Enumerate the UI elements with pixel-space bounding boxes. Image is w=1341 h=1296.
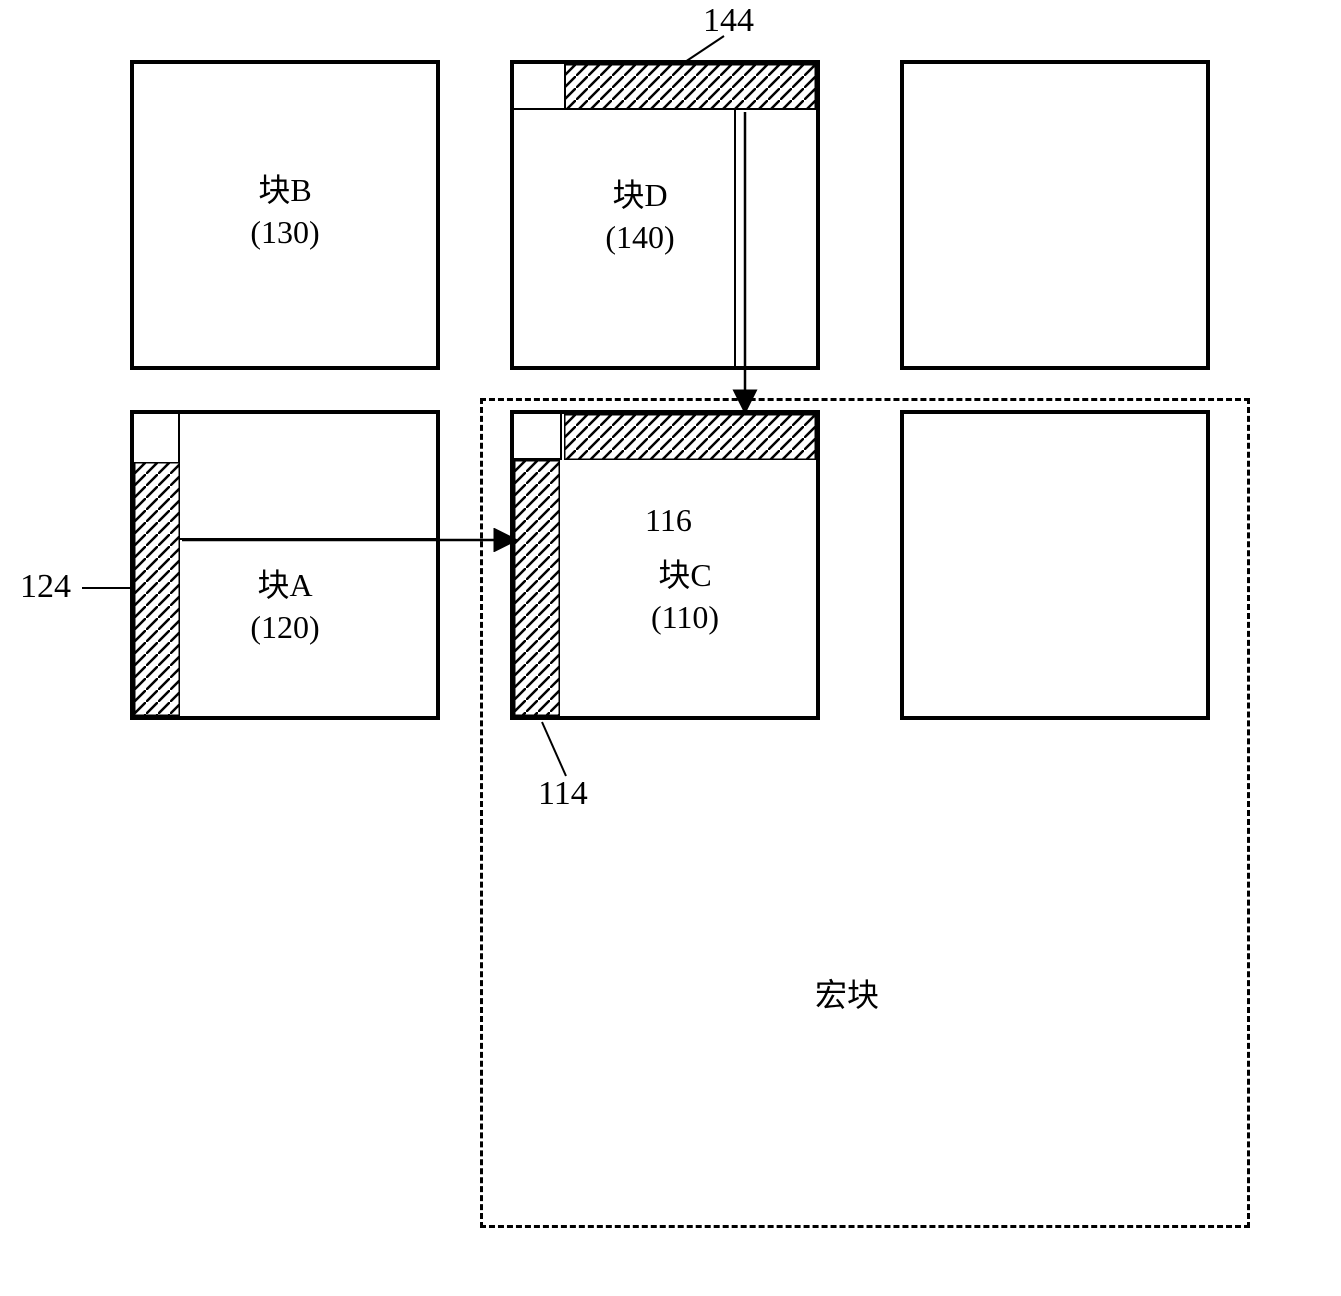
hatch-114 (514, 460, 560, 716)
leader-144 (670, 34, 750, 66)
block-b-label: 块B (130) (235, 170, 335, 253)
hatch-116 (564, 414, 816, 460)
hatch-144 (564, 64, 816, 110)
callout-114: 114 (538, 775, 588, 813)
block-d-top-left-sep (564, 64, 566, 108)
diagram-canvas: 块B (130) 块D (140) 块A (0, 0, 1341, 1296)
macroblock-label-text: 宏块 (815, 977, 879, 1013)
callout-124: 124 (20, 568, 71, 606)
block-c-label-l1: 块C (658, 557, 711, 593)
callout-116-text: 116 (645, 502, 692, 538)
block-b-label-l1: 块B (258, 172, 311, 208)
hatch-124 (134, 462, 180, 716)
block-a-label: 块A (120) (225, 565, 345, 648)
block-a-label-l2: (120) (250, 609, 319, 645)
block-d-label-l1: 块D (612, 177, 667, 213)
block-b-label-l2: (130) (250, 214, 319, 250)
macroblock-label: 宏块 (815, 975, 879, 1017)
block-d-label: 块D (140) (570, 175, 710, 258)
block-c-corner-h (514, 458, 562, 460)
arrow-d-to-c (730, 112, 760, 414)
block-c-label: 块C (110) (620, 555, 750, 638)
leader-124 (82, 580, 137, 600)
callout-114-text: 114 (538, 775, 588, 812)
block-top-right (900, 60, 1210, 370)
block-a-topleft-sep (178, 414, 180, 462)
block-a-label-l1: 块A (257, 567, 312, 603)
block-c-num-116: 116 (645, 500, 692, 542)
leader-114 (536, 718, 576, 778)
callout-124-text: 124 (20, 568, 71, 605)
block-d-label-l2: (140) (605, 219, 674, 255)
block-c-label-l2: (110) (651, 599, 719, 635)
arrow-a-to-c (182, 528, 520, 552)
block-mid-right (900, 410, 1210, 720)
block-d-top-divider (514, 108, 816, 110)
block-c-corner-v (560, 414, 562, 460)
